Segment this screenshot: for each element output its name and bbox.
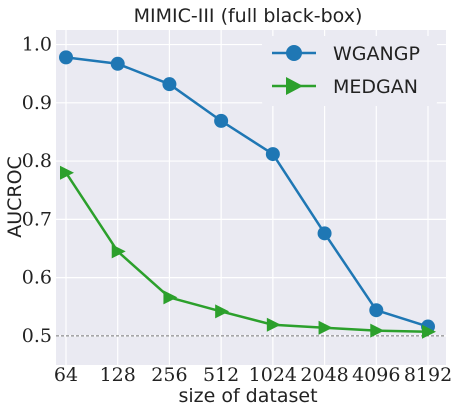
legend-marker-wgangp [286, 45, 302, 61]
data-point-medgan [318, 320, 333, 335]
data-point-wgangp [265, 147, 280, 162]
x-tick-label: 4096 [352, 364, 400, 386]
x-tick-label: 8192 [404, 364, 452, 386]
series-layer [59, 50, 436, 339]
x-tick-label: 2048 [300, 364, 348, 386]
y-tick-label: 0.7 [22, 208, 52, 230]
data-point-wgangp [162, 77, 177, 92]
legend: WGANGP MEDGAN [262, 36, 437, 106]
legend-label-wgangp: WGANGP [333, 43, 420, 65]
data-point-wgangp [317, 226, 332, 241]
data-point-medgan [163, 290, 178, 305]
series-line-medgan [64, 172, 429, 334]
x-tick-labels: 64 128 256 512 1024 2048 4096 8192 [54, 364, 452, 386]
x-tick-label: 256 [151, 364, 187, 386]
data-point-wgangp [214, 113, 229, 128]
chart-title: MIMIC-III (full black-box) [134, 5, 363, 27]
y-axis-label: AUCROC [4, 156, 26, 238]
x-tick-label: 64 [54, 364, 78, 386]
x-axis-label: size of dataset [178, 385, 317, 407]
y-tick-label: 0.8 [22, 150, 52, 172]
data-point-medgan [215, 304, 230, 319]
data-point-medgan [422, 324, 436, 339]
data-point-wgangp [369, 303, 384, 318]
y-tick-label: 1.0 [22, 34, 52, 56]
series-medgan [60, 165, 436, 339]
data-point-medgan [111, 244, 126, 259]
y-tick-label: 0.5 [22, 325, 52, 347]
data-point-medgan [266, 317, 281, 332]
data-point-wgangp [110, 56, 125, 71]
series-wgangp [59, 50, 435, 334]
data-point-wgangp [59, 50, 73, 65]
y-tick-labels: 0.5 0.6 0.7 0.8 0.9 1.0 [22, 34, 52, 347]
legend-marker-medgan [286, 77, 303, 95]
x-tick-label: 512 [203, 364, 239, 386]
x-tick-label: 1024 [249, 364, 297, 386]
data-point-medgan [60, 165, 74, 180]
legend-label-medgan: MEDGAN [333, 76, 418, 98]
y-tick-label: 0.9 [22, 92, 52, 114]
y-tick-label: 0.6 [22, 267, 52, 289]
series-line-wgangp [65, 56, 429, 328]
x-tick-label: 128 [100, 364, 136, 386]
data-point-medgan [370, 323, 385, 338]
